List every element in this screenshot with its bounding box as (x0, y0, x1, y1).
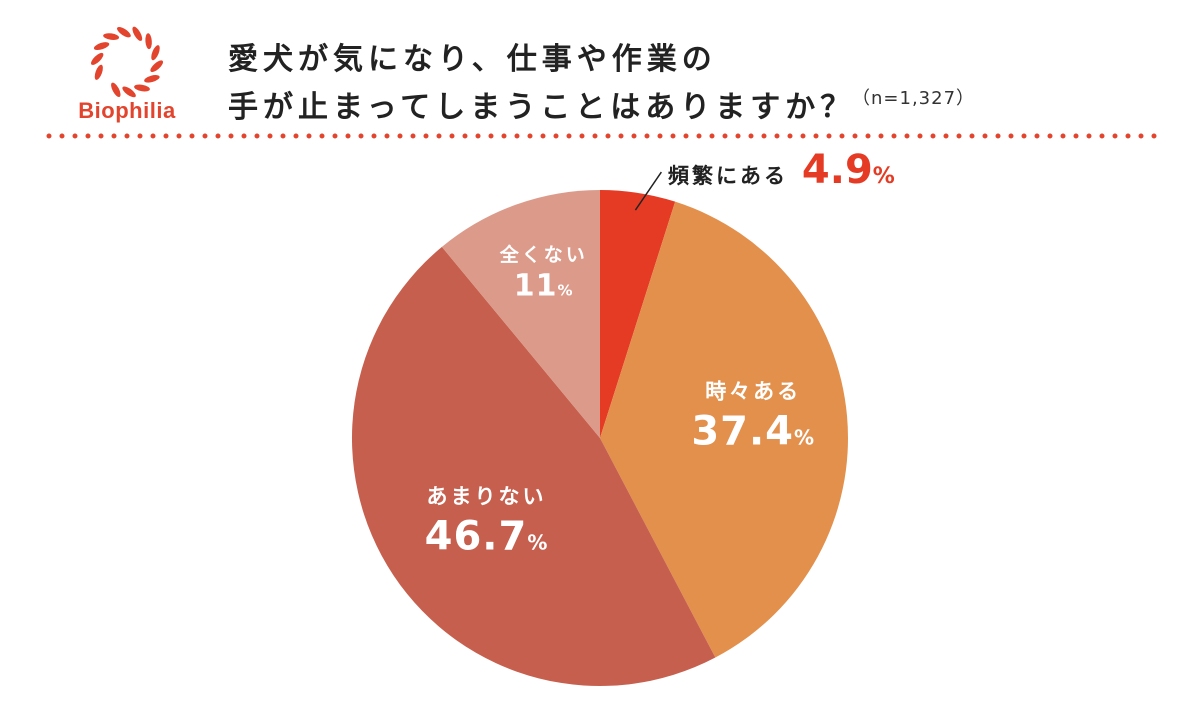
brand-logo: Biophilia (62, 22, 192, 127)
slice-label-0: 頻繁にある 4.9% (668, 147, 895, 193)
slice-name-2: あまりない (427, 485, 547, 509)
slice-name-1: 時々ある (705, 380, 801, 404)
chart-title-line-2: 手が止まってしまうことはありますか？ (228, 90, 856, 125)
laurel-leaf (144, 75, 160, 83)
laurel-leaf (145, 33, 152, 50)
slice-unit-0: % (873, 164, 895, 189)
laurel-leaf (122, 86, 136, 98)
pie-slice-2 (351, 246, 716, 687)
pie-slice-1 (600, 201, 849, 658)
laurel-leaf (94, 64, 103, 80)
laurel-wreath-icon (91, 26, 164, 98)
laurel-leaf (150, 60, 164, 73)
slice-value-1: 37.4% (691, 409, 815, 455)
laurel-leaf (93, 42, 110, 51)
laurel-leaf (117, 26, 131, 38)
laurel-leaf (103, 33, 120, 40)
leader-line (634, 171, 662, 211)
laurel-leaf (132, 26, 143, 41)
pie-slice-3 (441, 190, 600, 438)
slice-value-0: 4.9 (788, 147, 873, 193)
laurel-leaf (111, 82, 121, 98)
dotted-divider (46, 133, 1158, 139)
brand-logo-text: Biophilia (78, 98, 176, 123)
chart-title: 愛犬が気になり、仕事や作業の 手が止まってしまうことはありますか？ (228, 36, 855, 132)
chart-title-line-1: 愛犬が気になり、仕事や作業の (228, 42, 717, 77)
laurel-leaf (91, 52, 104, 65)
laurel-leaf (134, 84, 150, 92)
laurel-leaf (151, 45, 160, 61)
slice-value-3: 11% (514, 269, 574, 304)
pie-slice-0 (600, 190, 676, 438)
slice-value-2: 46.7% (425, 514, 549, 560)
slice-name-3: 全くない (499, 243, 588, 266)
sample-size: （n=1,327） (852, 88, 976, 109)
slice-name-0: 頻繁にある (668, 164, 788, 188)
